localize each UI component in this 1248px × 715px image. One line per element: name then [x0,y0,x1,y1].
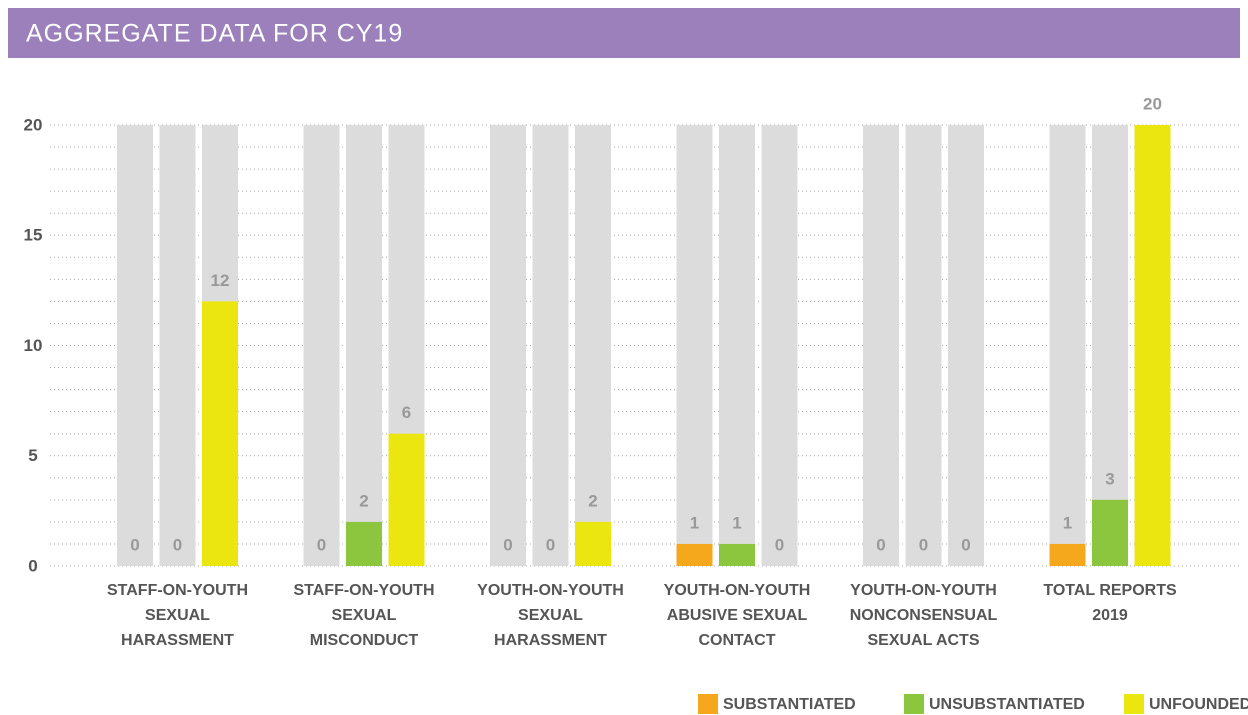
x-tick-label: CONTACT [698,632,775,649]
x-tick-label: MISCONDUCT [310,632,419,649]
value-label: 2 [588,491,597,510]
value-label: 0 [775,535,784,554]
legend-swatch [1124,694,1144,714]
x-tick-label: YOUTH-ON-YOUTH [664,582,811,599]
bar [346,521,382,566]
bar-background [761,125,798,566]
bar [1092,499,1128,566]
value-label: 0 [546,535,555,554]
bar [1049,543,1086,566]
bar-background [159,125,196,566]
y-tick-label: 20 [24,115,43,134]
bar-background [117,125,153,566]
bar [388,433,425,566]
x-tick-label: STAFF-ON-YOUTH [293,582,434,599]
bar [202,301,238,566]
header-bar [8,8,1240,58]
x-tick-label: YOUTH-ON-YOUTH [850,582,997,599]
x-tick-label: NONCONSENSUAL [850,607,998,624]
x-tick-label: HARASSMENT [494,632,607,649]
bar-background [1049,125,1086,566]
bar-background [532,125,569,566]
x-tick-label: SEXUAL [145,607,210,624]
value-label: 0 [876,535,885,554]
value-label: 1 [690,513,699,532]
bar [1134,125,1171,566]
y-tick-label: 0 [28,556,37,575]
legend-label: UNFOUNDED [1149,696,1248,713]
bar-background [490,125,526,566]
x-tick-label: STAFF-ON-YOUTH [107,582,248,599]
y-tick-label: 5 [28,446,37,465]
value-label: 0 [961,535,970,554]
bar-background [346,125,382,566]
bar-background [575,125,611,566]
bar-background [1092,125,1128,566]
value-label: 0 [919,535,928,554]
legend-label: UNSUBSTANTIATED [929,696,1085,713]
value-label: 1 [732,513,741,532]
bar [719,543,755,566]
legend-swatch [698,694,718,714]
bar-background [905,125,942,566]
x-tick-label: SEXUAL [332,607,397,624]
bar-background [676,125,713,566]
bar-background [303,125,340,566]
bar-background [863,125,899,566]
value-label: 1 [1063,513,1072,532]
bar [575,521,611,566]
value-label: 2 [359,491,368,510]
value-label: 6 [402,403,411,422]
value-label: 0 [503,535,512,554]
value-label: 0 [130,535,139,554]
value-label: 3 [1105,469,1114,488]
value-label: 0 [317,535,326,554]
bar [676,543,713,566]
value-label: 0 [173,535,182,554]
bar-background [719,125,755,566]
x-tick-label: 2019 [1092,607,1128,624]
x-tick-label: HARASSMENT [121,632,234,649]
chart-title: AGGREGATE DATA FOR CY19 [26,20,403,48]
value-label: 12 [211,271,230,290]
y-tick-label: 15 [24,226,43,245]
x-tick-label: YOUTH-ON-YOUTH [477,582,624,599]
x-tick-label: SEXUAL ACTS [867,632,979,649]
x-tick-label: ABUSIVE SEXUAL [667,607,808,624]
bar-background [948,125,984,566]
x-tick-label: TOTAL REPORTS [1043,582,1177,599]
y-tick-label: 10 [24,336,43,355]
value-label: 20 [1143,94,1162,113]
x-tick-label: SEXUAL [518,607,583,624]
legend-swatch [904,694,924,714]
legend-label: SUBSTANTIATED [723,696,856,713]
